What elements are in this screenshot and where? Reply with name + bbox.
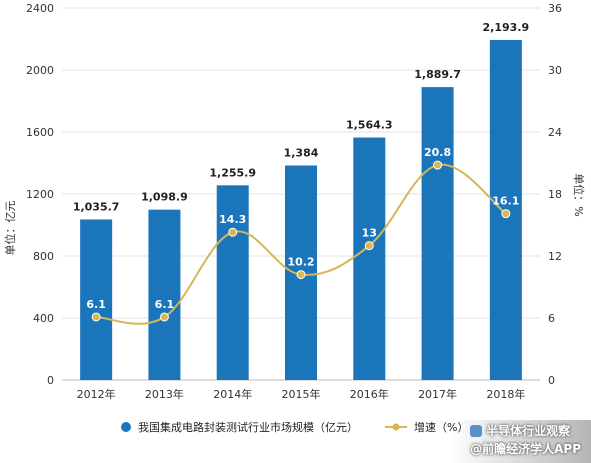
growth-line-series: 6.1 6.1 14.3 10.2 13 20.8 16.1 (86, 146, 519, 325)
left-tick-label: 1600 (26, 126, 54, 139)
bar (421, 87, 454, 380)
legend: 我国集成电路封装测试行业市场规模（亿元） 增速（%） (121, 420, 468, 434)
right-axis-title: 单位：% (572, 173, 586, 216)
bar (148, 209, 181, 380)
left-tick-label: 800 (33, 250, 54, 263)
x-tick-label: 2014年 (213, 387, 252, 401)
line-data-label: 13 (362, 227, 377, 240)
left-axis-ticks: 0 400 800 1200 1600 2000 2400 (26, 2, 54, 387)
watermark-text-2: @前瞻经济学人APP (470, 442, 581, 456)
left-tick-label: 2000 (26, 64, 54, 77)
bar-data-label: 1,098.9 (141, 191, 188, 204)
line-data-label: 6.1 (155, 298, 175, 311)
bar (80, 219, 113, 380)
legend-line-marker (392, 423, 400, 431)
line-point (364, 241, 374, 251)
left-tick-label: 400 (33, 312, 54, 325)
line-point (296, 270, 306, 280)
line-data-label: 16.1 (492, 195, 519, 208)
x-axis-ticks: 2012年 2013年 2014年 2015年 2016年 2017年 2018年 (77, 387, 526, 401)
line-data-label: 10.2 (287, 256, 314, 269)
left-tick-label: 1200 (26, 188, 54, 201)
left-tick-label: 2400 (26, 2, 54, 15)
watermark-line-2: @前瞻经济学人APP (470, 440, 581, 458)
watermark-text-1: 半导体行业观察 (486, 424, 571, 438)
right-tick-label: 0 (548, 374, 555, 387)
line-point (159, 312, 169, 322)
line-data-label: 6.1 (86, 298, 106, 311)
right-tick-label: 18 (548, 188, 562, 201)
right-tick-label: 12 (548, 250, 562, 263)
watermark: 半导体行业观察 @前瞻经济学人APP (470, 422, 581, 458)
watermark-line-1: 半导体行业观察 (470, 422, 581, 440)
line-data-label: 20.8 (424, 146, 451, 159)
bar-data-label: 1,889.7 (414, 68, 461, 81)
bar-labels: 1,035.7 1,098.9 1,255.9 1,384 1,564.3 1,889.7… (73, 21, 529, 214)
x-tick-label: 2012年 (77, 387, 116, 401)
legend-bar-label: 我国集成电路封装测试行业市场规模（亿元） (138, 420, 358, 434)
left-tick-label: 0 (47, 374, 54, 387)
right-tick-label: 36 (548, 2, 562, 15)
line-point (433, 160, 443, 170)
bar-data-label: 1,384 (284, 146, 319, 159)
left-axis-title: 单位：亿元 (3, 201, 17, 256)
line-point (91, 312, 101, 322)
line-point (228, 227, 238, 237)
bar-data-label: 2,193.9 (483, 21, 530, 34)
right-tick-label: 24 (548, 126, 562, 139)
line-data-label: 14.3 (219, 213, 246, 226)
x-tick-label: 2016年 (350, 387, 389, 401)
bar (353, 137, 386, 380)
bars (80, 39, 522, 381)
x-tick-label: 2017年 (418, 387, 457, 401)
x-tick-label: 2015年 (282, 387, 321, 401)
right-tick-label: 30 (548, 64, 562, 77)
right-tick-label: 6 (548, 312, 555, 325)
right-axis-ticks: 0 6 12 18 24 30 36 (548, 2, 562, 387)
line-point (501, 209, 511, 219)
x-tick-label: 2018年 (486, 387, 525, 401)
bar-data-label: 1,564.3 (346, 119, 393, 132)
bar (216, 185, 249, 380)
bar-data-label: 1,255.9 (209, 166, 256, 179)
wechat-icon (470, 425, 483, 437)
x-tick-label: 2013年 (145, 387, 184, 401)
bar-data-label: 1,035.7 (73, 200, 120, 213)
legend-bar-swatch (121, 422, 131, 432)
